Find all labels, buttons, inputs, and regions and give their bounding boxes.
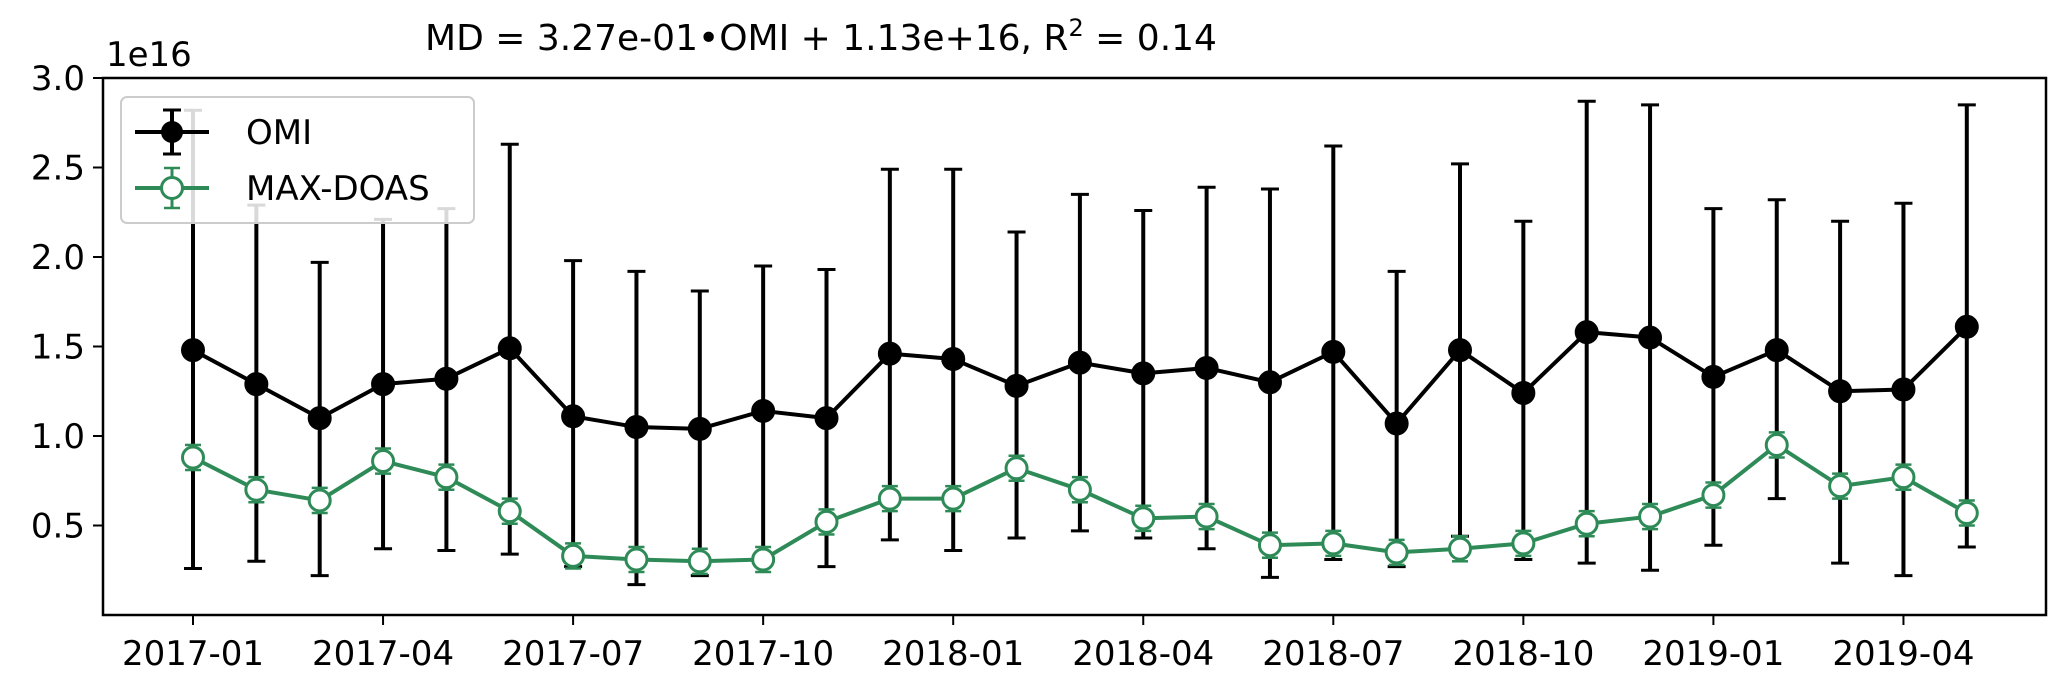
- maxdoas-point: [1764, 432, 1789, 457]
- omi-point: [1131, 361, 1156, 386]
- maxdoas-point: [561, 543, 586, 568]
- omi-point: [1828, 379, 1853, 404]
- omi-point: [1384, 411, 1409, 436]
- omi-point: [561, 404, 586, 429]
- x-tick-label: 2019-01: [1642, 634, 1784, 674]
- x-tick-label: 2019-04: [1832, 634, 1974, 674]
- maxdoas-point: [1891, 465, 1916, 490]
- omi-point: [1511, 381, 1536, 406]
- omi-point: [244, 372, 269, 397]
- legend: OMI MAX-DOAS: [120, 96, 475, 224]
- plot-area: 0.5 1.0 1.5 2.0 2.5 3.0 2017-01 2017-04 2017-07 2…: [31, 59, 1979, 674]
- maxdoas-point: [1511, 531, 1536, 556]
- omi-point: [814, 406, 839, 431]
- maxdoas-point: [1067, 477, 1092, 502]
- maxdoas-point: [814, 509, 839, 534]
- legend-maxdoas-label: MAX-DOAS: [246, 169, 430, 209]
- omi-point: [1764, 338, 1789, 363]
- y-tick-label: 2.0: [31, 238, 85, 278]
- omi-point: [687, 416, 712, 441]
- y-tick-label: 3.0: [31, 59, 85, 99]
- omi-point: [877, 341, 902, 366]
- omi-point: [624, 415, 649, 440]
- omi-point: [434, 366, 459, 391]
- maxdoas-point: [687, 549, 712, 574]
- legend-box: [120, 96, 475, 224]
- maxdoas-point: [877, 486, 902, 511]
- omi-point: [1257, 370, 1282, 395]
- maxdoas-point: [434, 465, 459, 490]
- maxdoas-point: [1384, 540, 1409, 565]
- y-tick-label: 1.0: [31, 417, 85, 457]
- omi-point: [1067, 350, 1092, 375]
- x-tick-label: 2017-07: [502, 634, 644, 674]
- omi-point: [1638, 325, 1663, 350]
- maxdoas-point: [941, 486, 966, 511]
- maxdoas-point: [1574, 511, 1599, 536]
- maxdoas-point: [1131, 506, 1156, 531]
- y-tick-label: 0.5: [31, 507, 85, 547]
- axes-frame: [101, 76, 2048, 617]
- maxdoas-point: [244, 477, 269, 502]
- omi-point: [1004, 373, 1029, 398]
- y-offset-label: 1e16: [106, 35, 192, 75]
- legend-maxdoas-marker: [160, 176, 184, 200]
- maxdoas-point: [751, 547, 776, 572]
- omi-point: [1194, 355, 1219, 380]
- y-tick-label: 1.5: [31, 328, 85, 368]
- omi-point: [1701, 364, 1726, 389]
- maxdoas-point: [1828, 474, 1853, 499]
- x-tick-label: 2017-10: [692, 634, 834, 674]
- chart-title: MD = 3.27e-01•OMI + 1.13e+16, R2 = 0.14: [425, 14, 1217, 59]
- maxdoas-point: [624, 547, 649, 572]
- maxdoas-point: [1954, 500, 1979, 525]
- maxdoas-point: [371, 449, 396, 474]
- legend-omi-label: OMI: [246, 113, 312, 153]
- maxdoas-point: [1448, 536, 1472, 561]
- x-tick-label: 2018-07: [1262, 634, 1404, 674]
- omi-point: [497, 336, 522, 361]
- omi-point: [1321, 339, 1346, 364]
- maxdoas-point: [307, 488, 332, 513]
- maxdoas-point: [1257, 533, 1282, 558]
- omi-point: [941, 347, 966, 372]
- maxdoas-point: [497, 499, 522, 524]
- omi-point: [1891, 377, 1916, 402]
- maxdoas-point: [1701, 483, 1726, 508]
- maxdoas-point: [1321, 531, 1346, 556]
- y-tick-label: 2.5: [31, 149, 85, 189]
- x-tick-label: 2018-01: [882, 634, 1024, 674]
- maxdoas-point: [181, 445, 205, 470]
- maxdoas-point: [1194, 504, 1219, 529]
- omi-point: [181, 338, 205, 363]
- omi-point: [1954, 314, 1979, 339]
- omi-point: [307, 406, 332, 431]
- maxdoas-point: [1638, 504, 1663, 529]
- omi-point: [1448, 338, 1472, 363]
- x-tick-label: 2017-04: [312, 634, 454, 674]
- omi-point: [371, 372, 396, 397]
- x-tick-label: 2018-10: [1452, 634, 1594, 674]
- omi-point: [1574, 320, 1599, 345]
- x-tick-label: 2017-01: [122, 634, 264, 674]
- maxdoas-point: [1004, 456, 1029, 481]
- omi-point: [751, 398, 776, 423]
- x-tick-label: 2018-04: [1072, 634, 1214, 674]
- legend-omi-marker: [161, 121, 183, 143]
